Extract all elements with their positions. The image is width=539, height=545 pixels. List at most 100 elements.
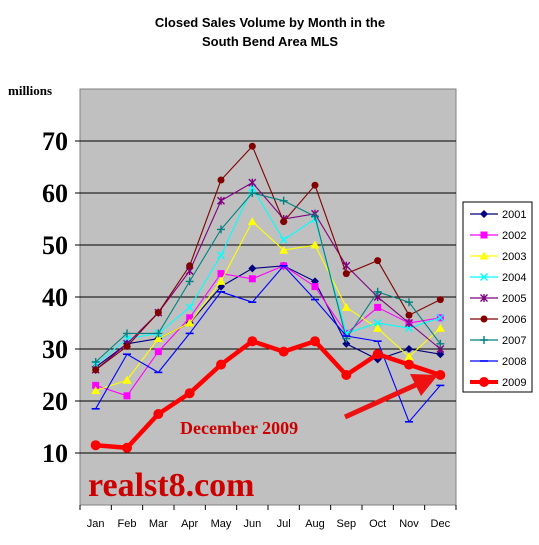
legend-marker-2003 [479, 251, 489, 260]
point-2002-mar [154, 348, 162, 356]
legend-item-2006: 2006 [470, 314, 526, 326]
x-tick-label-aug: Aug [305, 518, 325, 530]
point-2009-oct [372, 349, 383, 360]
point-2005-may [217, 196, 225, 205]
point-2006-jul [280, 218, 288, 226]
point-2007-feb [123, 329, 131, 338]
legend-marker-2005 [480, 294, 488, 302]
y-tick-label-50: 50 [42, 231, 68, 260]
point-2009-jan [90, 440, 101, 451]
point-2009-may [216, 359, 226, 370]
x-tick-label-nov: Nov [399, 518, 419, 530]
point-2003-jul [279, 245, 289, 254]
series-2006 [92, 142, 444, 374]
legend-marker-2001 [480, 210, 488, 218]
x-tick-label-dec: Dec [431, 518, 451, 530]
legend-item-2004: 2004 [470, 272, 526, 284]
annotation-arrow [343, 374, 438, 420]
series-2009 [90, 336, 446, 453]
legend-label-2004: 2004 [502, 272, 526, 284]
point-2009-mar [153, 409, 164, 419]
legend-item-2007: 2007 [470, 335, 526, 347]
point-2006-jan [92, 366, 100, 374]
point-2009-nov [404, 359, 414, 370]
x-tick-label-mar: Mar [149, 518, 168, 530]
legend-marker-2007 [480, 336, 488, 344]
point-2007-may [217, 225, 225, 234]
y-tick-label-60: 60 [42, 179, 68, 208]
point-2006-sep [342, 270, 350, 278]
point-2007-aug [311, 212, 319, 221]
point-2006-jun [248, 142, 256, 150]
point-2003-apr [185, 318, 195, 327]
legend: 2001 2002 2003 2004 2005 2006 2007 2008 2009 [470, 209, 526, 389]
point-2003-jan [91, 386, 101, 395]
x-tick-label-apr: Apr [181, 518, 198, 530]
point-2002-feb [123, 392, 131, 400]
point-2009-jul [278, 346, 289, 357]
series-line-2006 [95, 145, 441, 371]
legend-item-2005: 2005 [470, 293, 526, 305]
point-2002-aug [311, 283, 319, 291]
x-tick-label-jul: Jul [277, 518, 291, 530]
point-2005-jun [248, 178, 257, 187]
legend-item-2002: 2002 [470, 230, 526, 242]
point-2003-dec [435, 323, 445, 332]
legend-item-2008: 2008 [470, 356, 526, 368]
point-2009-feb [122, 442, 132, 453]
y-tick-label-10: 10 [42, 439, 68, 468]
point-2002-jun [248, 275, 256, 283]
x-tick-label-feb: Feb [118, 518, 137, 530]
point-2003-feb [122, 375, 132, 384]
y-tick-label-70: 70 [42, 127, 68, 156]
point-2003-oct [373, 323, 383, 332]
point-2003-jun [247, 217, 257, 226]
point-2006-dec [436, 296, 444, 304]
watermark-realst8: realst8.com [88, 467, 254, 504]
legend-marker-2009 [479, 377, 489, 387]
point-2003-mar [153, 334, 163, 343]
point-2006-may [217, 176, 225, 184]
point-2002-may [217, 270, 225, 278]
point-2007-jun [248, 189, 257, 197]
series-layer [90, 142, 446, 453]
point-2009-sep [341, 370, 352, 380]
annotation-december-2009: December 2009 [180, 418, 298, 438]
point-2001-jun [248, 264, 257, 273]
point-2003-may [216, 276, 226, 285]
chart-subtitle: South Bend Area MLS [202, 34, 338, 49]
point-2007-dec [436, 339, 445, 348]
series-line-2002 [95, 265, 441, 397]
point-2006-aug [311, 181, 319, 189]
series-line-2004 [95, 186, 441, 366]
chart-title: Closed Sales Volume by Month in the [155, 15, 385, 30]
series-2003 [91, 217, 445, 395]
point-2006-nov [405, 311, 413, 319]
y-tick-label-20: 20 [42, 387, 68, 416]
point-2003-sep [341, 302, 351, 311]
legend-label-2009: 2009 [502, 377, 526, 389]
series-line-2009 [95, 338, 442, 451]
series-line-2003 [95, 220, 441, 392]
legend-box [462, 201, 533, 393]
x-tick-label-may: May [211, 518, 232, 530]
point-2004-apr [185, 303, 194, 312]
y-tick-label-30: 30 [42, 335, 68, 364]
x-tick-label-oct: Oct [369, 518, 386, 530]
y-axis-label: millions [8, 83, 52, 98]
point-2003-nov [404, 352, 414, 361]
point-2004-dec [436, 313, 445, 322]
legend-marker-2004 [480, 273, 488, 281]
series-line-2007 [95, 192, 441, 363]
point-2007-oct [373, 287, 382, 296]
legend-label-2003: 2003 [502, 251, 526, 263]
x-axis-ticks: Jan Feb Mar Apr May Jun Jul Aug Sep Oct Nov Dec [79, 505, 457, 530]
point-2005-nov [405, 319, 413, 327]
point-2007-apr [185, 277, 194, 286]
point-2007-jan [91, 358, 100, 366]
point-2004-oct [373, 319, 382, 327]
point-2003-aug [310, 240, 320, 249]
point-2006-mar [154, 309, 162, 317]
legend-label-2001: 2001 [502, 209, 526, 221]
